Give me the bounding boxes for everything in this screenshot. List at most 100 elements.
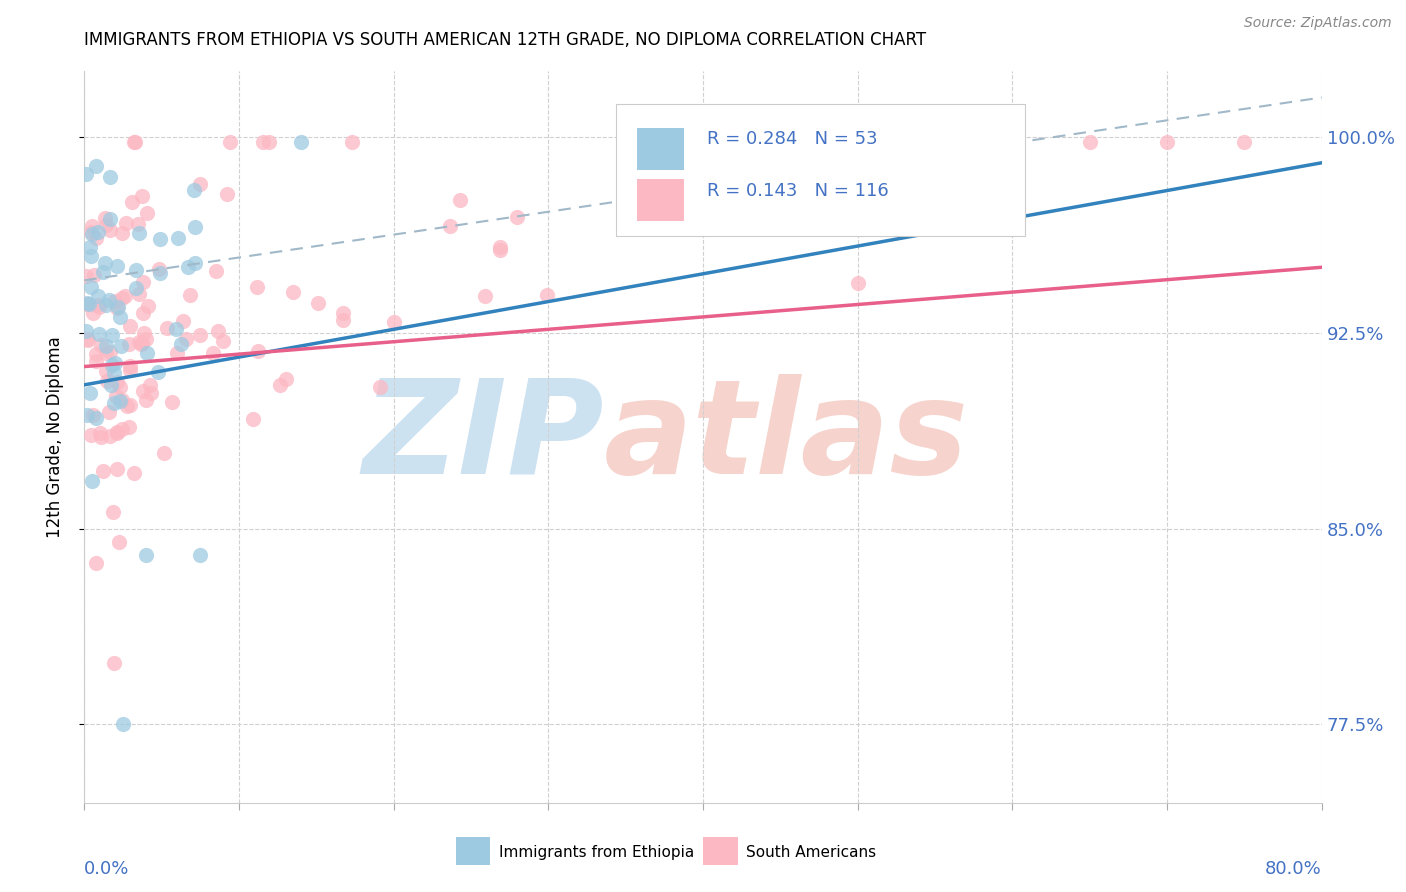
Point (89, 338, 111, 352)
Point (257, 135, 280, 149)
Point (121, 195, 143, 210)
Point (108, 393, 131, 408)
Point (79, 386, 101, 401)
Point (215, 186, 238, 201)
Point (118, 337, 141, 351)
Point (170, 336, 193, 351)
Point (190, 327, 212, 342)
Point (131, 189, 153, 203)
Point (127, 217, 149, 231)
Point (105, 375, 128, 389)
Point (107, 300, 129, 314)
Point (1156, 135, 1178, 149)
Text: atlas: atlas (605, 374, 969, 500)
Point (125, 263, 148, 277)
Point (342, 135, 364, 149)
Point (82, 219, 104, 233)
Point (105, 259, 128, 273)
Point (111, 392, 134, 407)
Point (103, 366, 125, 380)
Point (77, 333, 100, 347)
Point (98, 344, 121, 359)
Point (131, 306, 153, 320)
Point (100, 223, 122, 237)
Point (118, 419, 141, 434)
Point (117, 399, 139, 413)
Point (188, 548, 212, 562)
Point (108, 380, 131, 394)
Point (103, 656, 125, 670)
Point (202, 346, 225, 360)
Point (136, 299, 159, 313)
Point (124, 135, 146, 149)
Point (94, 211, 117, 226)
Text: Immigrants from Ethiopia: Immigrants from Ethiopia (499, 845, 695, 860)
Point (90, 430, 112, 444)
Point (98, 293, 121, 307)
Point (129, 336, 152, 351)
Point (536, 288, 558, 302)
Point (332, 306, 354, 320)
Point (924, 135, 946, 149)
Text: 80.0%: 80.0% (1265, 860, 1322, 879)
Point (114, 289, 136, 303)
Text: Source: ZipAtlas.com: Source: ZipAtlas.com (1244, 16, 1392, 30)
Point (247, 343, 270, 358)
Point (135, 548, 157, 562)
Point (84, 347, 107, 361)
Point (1078, 135, 1101, 149)
Point (91, 265, 114, 279)
Point (149, 232, 172, 246)
Point (128, 287, 150, 301)
Point (183, 183, 205, 197)
Point (101, 358, 124, 372)
Point (449, 194, 471, 208)
Point (87, 288, 110, 302)
Point (101, 328, 124, 343)
Point (89, 326, 111, 341)
Text: IMMIGRANTS FROM ETHIOPIA VS SOUTH AMERICAN 12TH GRADE, NO DIPLOMA CORRELATION CH: IMMIGRANTS FROM ETHIOPIA VS SOUTH AMERIC… (84, 31, 927, 49)
Point (94, 256, 117, 270)
Point (146, 365, 169, 379)
Point (692, 173, 714, 187)
Point (489, 240, 512, 254)
Point (105, 425, 128, 440)
Point (91, 464, 114, 478)
FancyBboxPatch shape (637, 179, 685, 221)
Point (439, 219, 461, 234)
Point (135, 205, 157, 219)
Point (96, 364, 118, 378)
Point (76, 332, 98, 346)
Point (368, 380, 391, 394)
Point (111, 226, 134, 240)
Point (82, 409, 104, 423)
Point (108, 534, 131, 549)
Point (148, 266, 170, 280)
Point (105, 301, 128, 315)
Point (218, 135, 240, 149)
Point (104, 356, 127, 370)
Point (242, 412, 264, 426)
FancyBboxPatch shape (637, 128, 685, 170)
Point (131, 335, 153, 350)
Point (75, 269, 97, 284)
Point (105, 389, 128, 403)
Point (107, 462, 129, 476)
Point (179, 288, 201, 302)
Point (135, 332, 157, 346)
Point (165, 321, 187, 335)
Point (176, 332, 198, 346)
Point (77, 297, 100, 311)
Point (332, 313, 354, 327)
Point (474, 289, 496, 303)
Point (87, 298, 110, 312)
Point (177, 260, 200, 275)
Point (100, 378, 122, 392)
FancyBboxPatch shape (616, 104, 1025, 236)
Point (84, 354, 107, 368)
Point (184, 256, 207, 270)
Point (252, 135, 274, 149)
Point (80, 249, 103, 263)
Point (94, 346, 117, 360)
Point (111, 292, 134, 306)
